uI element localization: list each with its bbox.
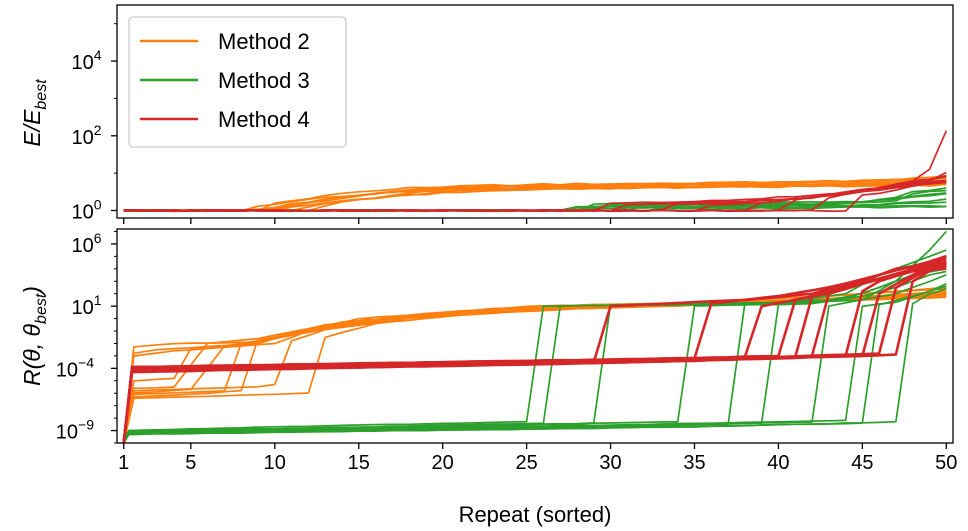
x-tick-label-10: 10	[264, 452, 286, 474]
x-tick-label-35: 35	[683, 452, 705, 474]
x-tick-label-20: 20	[432, 452, 454, 474]
x-tick-label-25: 25	[515, 452, 537, 474]
top-panel-ticks: 100 102 104	[71, 23, 947, 224]
legend-label-method-3: Method 3	[218, 68, 310, 93]
top-ylabel-sub: best	[33, 79, 50, 110]
x-tick-label-5: 5	[185, 452, 196, 474]
bottom-ylabel-main: R(θ, θ	[19, 323, 45, 386]
legend-label-method-4: Method 4	[218, 107, 310, 132]
top-panel-lines	[123, 130, 948, 213]
bottom-ylabel-sub: best	[33, 293, 50, 324]
bottom-panel-lines	[122, 230, 947, 443]
bottom-y-tick-label-3: 106	[71, 230, 101, 257]
top-panel-frame	[116, 4, 954, 219]
bottom-series-method-3-run-10	[122, 287, 947, 443]
legend-box	[128, 16, 347, 148]
bottom-y-tick-label-0: 10−9	[56, 417, 94, 444]
bottom-y-tick-label-2: 101	[71, 292, 101, 319]
top-y-tick-label-2: 104	[71, 47, 101, 74]
top-y-tick-label-0: 100	[71, 197, 101, 224]
bottom-series-method-3-run-8	[122, 283, 947, 443]
top-y-tick-label-1: 102	[71, 122, 101, 149]
x-tick-label-40: 40	[767, 452, 789, 474]
bottom-y-tick-label-1: 10−4	[56, 354, 94, 381]
top-panel-ylabel: E/Ebest	[19, 79, 50, 147]
bottom-series-method-4-run-10	[122, 260, 947, 443]
bottom-panel-plot-area	[117, 229, 953, 443]
x-axis-label: Repeat (sorted)	[459, 502, 612, 527]
legend: Method 2 Method 3 Method 4	[128, 16, 347, 148]
x-tick-label-30: 30	[599, 452, 621, 474]
x-tick-label-1: 1	[118, 452, 129, 474]
x-tick-label-15: 15	[348, 452, 370, 474]
bottom-ylabel-end: )	[19, 286, 45, 297]
bottom-panel-frame	[116, 228, 954, 444]
x-tick-label-45: 45	[851, 452, 873, 474]
top-series-method-4-run-8	[123, 174, 947, 213]
top-ylabel-main: E/E	[19, 109, 45, 147]
bottom-panel-ylabel: R(θ, θbest)	[19, 286, 50, 386]
x-tick-label-50: 50	[935, 452, 957, 474]
legend-label-method-2: Method 2	[218, 29, 310, 54]
